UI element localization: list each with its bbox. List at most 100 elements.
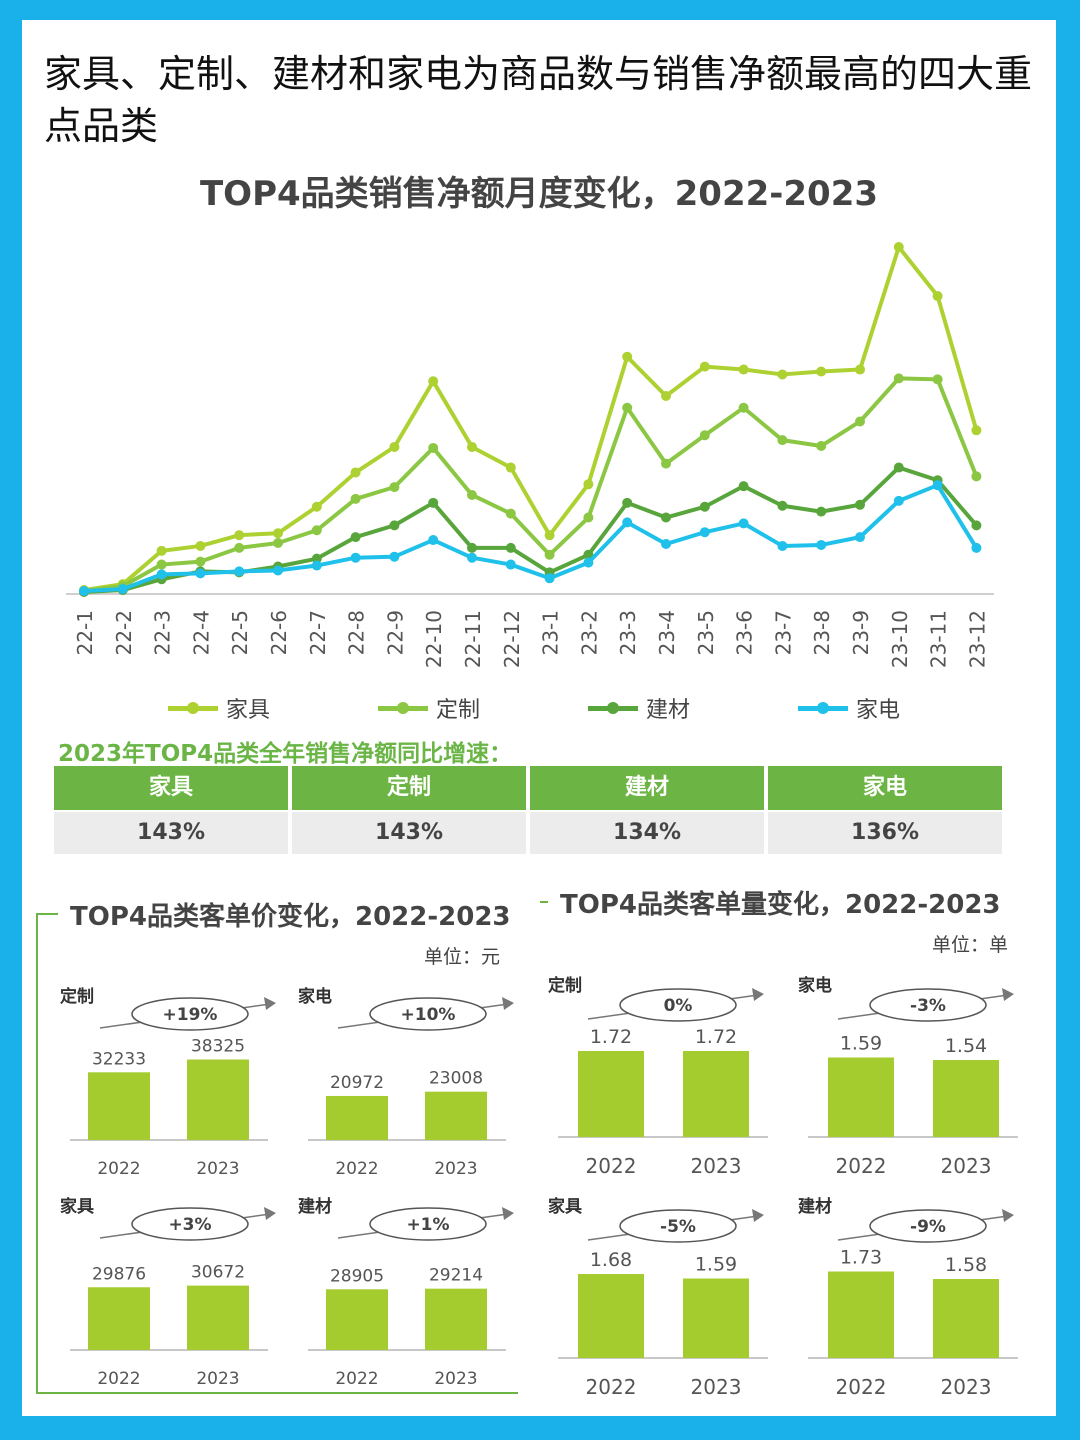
data-point: [661, 538, 671, 549]
data-point: [311, 560, 322, 571]
data-point: [971, 425, 982, 436]
x-tick-label: 23-11: [927, 610, 951, 668]
data-point: [622, 402, 633, 413]
legend-marker: [187, 702, 199, 714]
legend-marker: [607, 702, 619, 714]
data-point: [389, 551, 400, 562]
category-label: 家电: [298, 986, 332, 1007]
data-point: [389, 520, 400, 531]
data-point: [661, 512, 671, 523]
year-label: 2023: [434, 1369, 477, 1389]
bar-value-label: 1.68: [590, 1249, 632, 1271]
data-point: [893, 495, 904, 506]
year-label: 2023: [691, 1154, 742, 1178]
trend-arrow-head: [1002, 1209, 1014, 1222]
data-point: [389, 441, 400, 452]
bar-value-label: 29214: [429, 1266, 483, 1286]
data-point: [195, 540, 206, 551]
change-oval: [619, 1209, 737, 1243]
bar-家电-2022: [828, 1057, 894, 1137]
data-point: [699, 501, 710, 512]
bar-建材-2023: [933, 1279, 999, 1358]
trend-arrow-head: [752, 988, 764, 1001]
growth-header-jiadian: 家电: [768, 766, 1002, 810]
data-point: [971, 471, 982, 482]
data-point: [273, 538, 283, 548]
data-point: [699, 361, 710, 372]
x-tick-label: 23-8: [810, 610, 834, 655]
data-point: [505, 542, 516, 553]
category-label: 定制: [60, 986, 94, 1007]
category-label: 家具: [60, 1196, 94, 1217]
change-oval: [369, 1207, 487, 1241]
x-tick-label: 23-12: [965, 610, 989, 668]
data-point: [971, 520, 982, 531]
change-label: +1%: [406, 1215, 449, 1235]
data-point: [893, 462, 904, 473]
x-tick-label: 23-7: [771, 610, 795, 655]
data-point: [195, 556, 206, 567]
volume-unit: 单位：单: [932, 934, 1009, 956]
bar-家电-2023: [933, 1060, 999, 1137]
bar-value-label: 30672: [191, 1263, 245, 1283]
data-point: [544, 530, 555, 541]
data-point: [699, 430, 710, 441]
data-point: [350, 467, 361, 478]
data-point: [893, 373, 904, 384]
growth-header-jiaju: 家具: [54, 766, 288, 810]
data-point: [622, 351, 633, 362]
year-label: 2022: [335, 1159, 378, 1179]
data-point: [932, 291, 943, 302]
data-point: [467, 542, 477, 553]
data-point: [156, 545, 167, 556]
data-point: [505, 462, 516, 473]
growth-title: 2023年TOP4品类全年销售净额同比增速：: [58, 741, 513, 767]
bar-value-label: 1.72: [695, 1026, 737, 1048]
change-label: +19%: [163, 1005, 218, 1025]
bar-家电-2022: [326, 1095, 388, 1140]
data-point: [350, 552, 361, 563]
data-point: [932, 480, 943, 491]
data-point: [273, 565, 283, 576]
x-tick-label: 22-6: [267, 610, 291, 655]
data-point: [622, 517, 633, 528]
data-point: [971, 542, 982, 553]
data-point: [738, 481, 749, 492]
data-point: [583, 512, 594, 523]
bar-value-label: 1.54: [945, 1035, 987, 1057]
line-chart: 22-1 22-2 22-3 22-4 22-5 22-6 22-7 22-8 22-9 22-1…: [66, 242, 994, 668]
x-tick-label: 22-8: [345, 610, 369, 655]
category-label: 定制: [548, 975, 582, 996]
x-tick-label: 22-9: [383, 610, 407, 655]
growth-value-jiancai: 134%: [530, 812, 764, 854]
legend-label: 家具: [226, 698, 271, 723]
panel-tick: [540, 901, 548, 903]
x-tick-label: 23-4: [655, 610, 679, 655]
x-tick-label: 22-12: [500, 610, 524, 668]
bar-value-label: 38325: [191, 1037, 245, 1057]
category-label: 家具: [548, 1196, 582, 1217]
bar-value-label: 20972: [330, 1073, 384, 1093]
x-tick-label: 23-5: [694, 610, 718, 655]
change-label: 0%: [664, 996, 693, 1016]
panel-border-left: [36, 913, 38, 1393]
year-label: 2023: [691, 1375, 742, 1399]
bar-定制-2023: [683, 1051, 749, 1137]
bar-家具-2023: [683, 1278, 749, 1358]
bar-value-label: 1.72: [590, 1026, 632, 1048]
data-point: [738, 518, 749, 529]
data-point: [738, 364, 749, 375]
x-tick-label: 22-11: [461, 610, 485, 668]
page-headline: 家具、定制、建材和家电为商品数与销售净额最高的四大重点品类: [44, 52, 1033, 148]
x-tick-label: 23-2: [577, 610, 601, 655]
data-point: [234, 542, 245, 553]
data-point: [428, 535, 439, 546]
data-point: [932, 374, 943, 385]
year-label: 2023: [196, 1159, 239, 1179]
data-point: [505, 559, 516, 570]
x-tick-label: 23-10: [888, 610, 912, 668]
price-unit: 单位：元: [424, 946, 501, 968]
x-tick-label: 22-7: [306, 610, 330, 655]
data-point: [738, 402, 749, 413]
bar-定制-2022: [88, 1072, 150, 1140]
